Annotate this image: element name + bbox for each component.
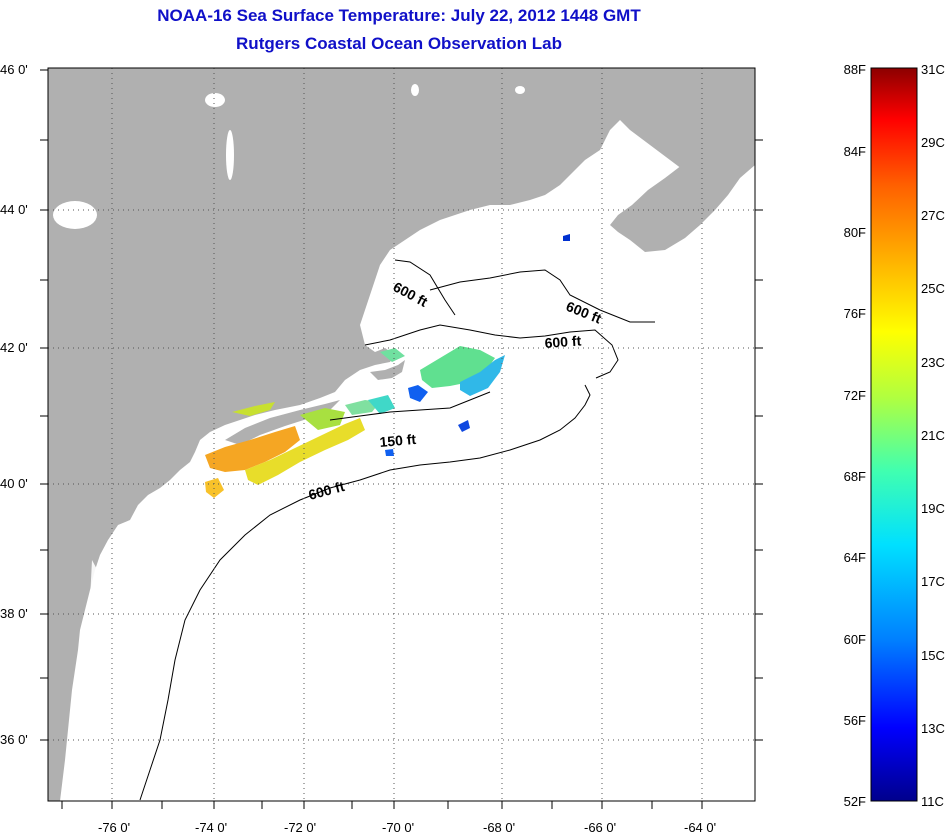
bathymetry-contours: [139, 259, 655, 801]
colorbar-f-label: 84F: [844, 144, 866, 159]
lon-tick-label: -76 0': [98, 820, 130, 835]
colorbar-c-label: 27C: [921, 208, 945, 223]
sst-patch-green: [300, 408, 345, 430]
sst-patch-green: [380, 348, 405, 362]
colorbar-fahrenheit-labels: 88F 84F 80F 76F 72F 68F 64F 60F 56F 52F: [844, 62, 866, 809]
sst-patch-yellow: [232, 402, 275, 416]
lat-tick-label: 44 0': [0, 202, 28, 217]
sst-data: [205, 234, 570, 498]
lat-tick-label: 42 0': [0, 340, 28, 355]
lon-tick-label: -74 0': [195, 820, 227, 835]
lat-tick-label: 38 0': [0, 606, 28, 621]
sst-patch-blue: [563, 234, 570, 241]
contour-600ft-shelf: [139, 384, 591, 801]
colorbar-c-label: 13C: [921, 721, 945, 736]
sst-patch-blue: [385, 449, 394, 456]
colorbar-c-label: 15C: [921, 648, 945, 663]
colorbar: [870, 67, 918, 802]
latitude-labels: 46 0' 44 0' 42 0' 40 0' 38 0' 36 0': [0, 62, 28, 747]
land-delmarva: [78, 560, 112, 801]
sst-patch-cyan: [368, 395, 395, 414]
colorbar-f-label: 88F: [844, 62, 866, 77]
sst-patch-blue: [458, 420, 470, 432]
contour-150ft: [329, 391, 491, 421]
colorbar-c-label: 17C: [921, 574, 945, 589]
colorbar-c-label: 31C: [921, 62, 945, 77]
colorbar-f-label: 60F: [844, 632, 866, 647]
contour-label: 600 ft: [544, 332, 582, 351]
colorbar-f-label: 76F: [844, 306, 866, 321]
sst-patch-blue: [460, 355, 505, 396]
colorbar-f-label: 64F: [844, 550, 866, 565]
colorbar-c-label: 29C: [921, 135, 945, 150]
sst-patch-yellow: [245, 418, 365, 485]
lon-tick-label: -66 0': [584, 820, 616, 835]
land-mainland: [48, 68, 755, 801]
colorbar-f-label: 80F: [844, 225, 866, 240]
colorbar-c-label: 23C: [921, 355, 945, 370]
contour-600ft-gom: [364, 324, 619, 379]
colorbar-c-label: 21C: [921, 428, 945, 443]
lat-tick-label: 40 0': [0, 476, 28, 491]
sst-patch-blue: [408, 385, 428, 402]
colorbar-c-label: 11C: [921, 794, 944, 809]
longitude-labels: -76 0' -74 0' -72 0' -70 0' -68 0' -66 0…: [98, 820, 716, 835]
lakes: [53, 84, 525, 229]
lon-tick-label: -72 0': [284, 820, 316, 835]
lat-tick-label: 36 0': [0, 732, 28, 747]
colorbar-celsius-labels: 31C 29C 27C 25C 23C 21C 19C 17C 15C 13C …: [921, 62, 945, 809]
lat-tick-label: 46 0': [0, 62, 28, 77]
contour-600ft-north: [429, 269, 655, 323]
contour-coast: [394, 259, 456, 316]
colorbar-f-label: 52F: [844, 794, 866, 809]
land-nova-scotia: [610, 112, 755, 252]
colorbar-f-label: 72F: [844, 388, 866, 403]
lon-tick-label: -68 0': [483, 820, 515, 835]
map-title: NOAA-16 Sea Surface Temperature: July 22…: [157, 6, 641, 25]
colorbar-f-label: 56F: [844, 713, 866, 728]
lon-tick-label: -64 0': [684, 820, 716, 835]
land-cape-cod: [370, 360, 405, 380]
colorbar-c-label: 19C: [921, 501, 945, 516]
lon-tick-label: -70 0': [382, 820, 414, 835]
contour-label: 150 ft: [379, 431, 417, 450]
map-frame: [47, 67, 756, 802]
land-long-island: [225, 400, 340, 445]
map-subtitle: Rutgers Coastal Ocean Observation Lab: [236, 34, 562, 53]
colorbar-c-label: 25C: [921, 281, 945, 296]
colorbar-f-label: 68F: [844, 469, 866, 484]
axis-ticks: [40, 69, 763, 809]
grid: [48, 68, 755, 801]
sst-patch-warm: [205, 426, 300, 472]
